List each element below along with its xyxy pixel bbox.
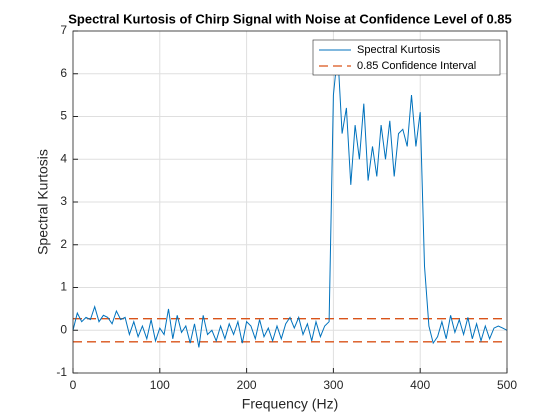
x-tick-label: 0 <box>70 378 77 392</box>
axes-frame <box>72 30 508 374</box>
y-tick-label: 1 <box>60 280 67 294</box>
y-tick-label: 6 <box>60 66 67 80</box>
y-tick-label: -1 <box>56 365 67 379</box>
x-tick-label: 300 <box>323 378 343 392</box>
x-tick-label: 100 <box>150 378 170 392</box>
x-axis-label: Frequency (Hz) <box>242 396 338 412</box>
y-tick-label: 7 <box>60 23 67 37</box>
legend-label: 0.85 Confidence Interval <box>357 60 476 72</box>
y-tick-label: 2 <box>60 237 67 251</box>
y-axis-label: Spectral Kurtosis <box>35 149 51 255</box>
y-tick-label: 0 <box>60 322 67 336</box>
legend-box <box>312 39 501 76</box>
x-tick-label: 400 <box>410 378 430 392</box>
y-tick-label: 5 <box>60 109 67 123</box>
y-tick-label: 4 <box>60 151 67 165</box>
x-tick-label: 200 <box>237 378 257 392</box>
y-tick-label: 3 <box>60 194 67 208</box>
chart-title: Spectral Kurtosis of Chirp Signal with N… <box>68 11 512 26</box>
x-tick-label: 500 <box>497 378 517 392</box>
data-line <box>72 52 508 348</box>
legend-label: Spectral Kurtosis <box>357 44 441 56</box>
